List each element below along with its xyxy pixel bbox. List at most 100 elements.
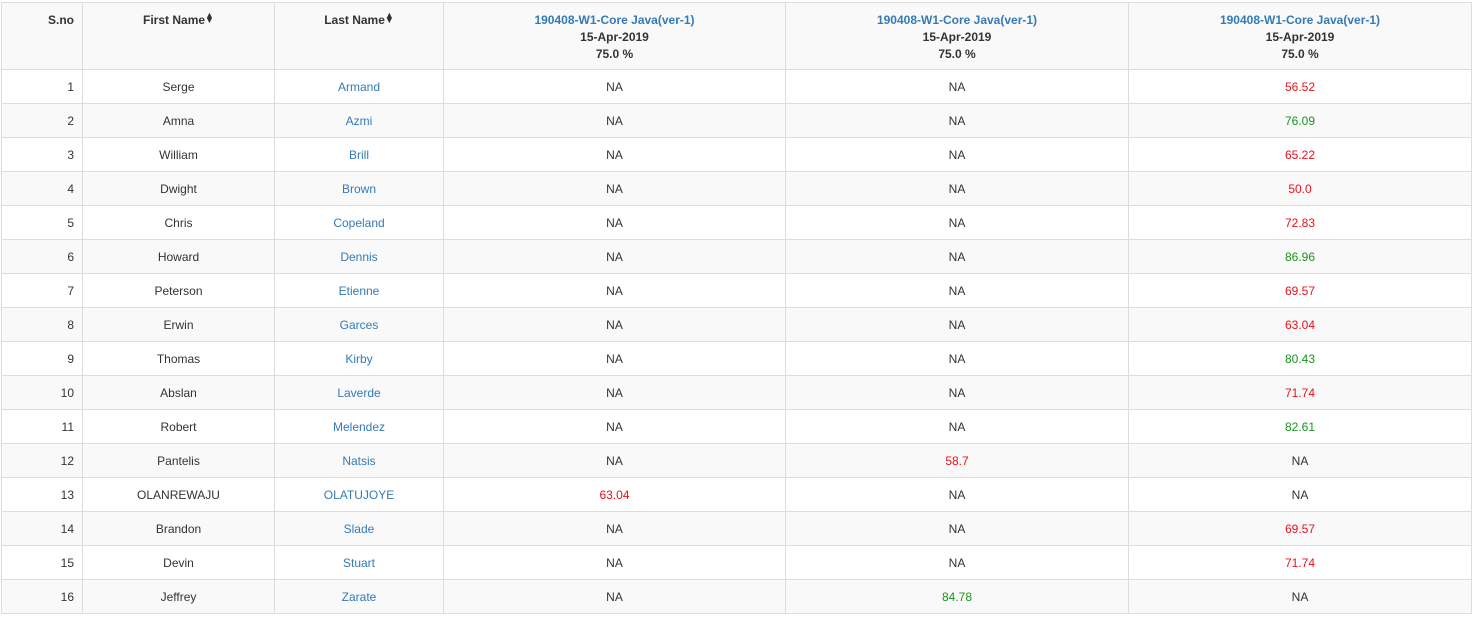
student-link[interactable]: Brill <box>349 147 369 162</box>
cell-sno: 6 <box>1 239 83 274</box>
student-link[interactable]: Armand <box>337 79 381 94</box>
cell-first-name: Erwin <box>82 307 275 342</box>
header-last-name[interactable]: Last Name ▲ ▼ <box>274 2 444 70</box>
student-link[interactable]: Laverde <box>337 385 381 400</box>
table-row: 10 Abslan Laverde NA NA 71.74 <box>1 375 1472 410</box>
cell-first-name: Jeffrey <box>82 579 275 614</box>
cell-score: 50.0 <box>1128 171 1472 206</box>
header-first-name-label[interactable]: First Name <box>143 13 206 27</box>
header-first-name[interactable]: First Name ▲ ▼ <box>82 2 275 70</box>
cell-score: 63.04 <box>443 477 786 512</box>
student-link[interactable]: Kirby <box>345 351 373 366</box>
student-link[interactable]: Etienne <box>338 283 380 298</box>
score-value: 69.57 <box>1284 283 1316 298</box>
sort-icon[interactable]: ▲ ▼ <box>384 10 394 25</box>
score-value: NA <box>948 283 966 298</box>
header-assessment-3: 190408-W1-Core Java(ver-1) 15-Apr-2019 7… <box>1128 2 1472 70</box>
score-value: NA <box>606 283 623 298</box>
cell-sno: 9 <box>1 341 83 376</box>
cell-score: NA <box>785 375 1129 410</box>
student-link[interactable]: Zarate <box>341 589 377 604</box>
assessment-pass-percent: 75.0 % <box>1281 47 1319 61</box>
cell-score: NA <box>785 103 1129 138</box>
cell-sno: 5 <box>1 205 83 240</box>
cell-score: NA <box>443 69 786 104</box>
cell-first-name: Pantelis <box>82 443 275 478</box>
score-value: 56.52 <box>1284 79 1316 94</box>
cell-last-name: Armand <box>274 69 444 104</box>
student-link[interactable]: OLATUJOYE <box>323 487 395 502</box>
score-value: NA <box>948 487 966 502</box>
table-row: 15 Devin Stuart NA NA 71.74 <box>1 545 1472 580</box>
cell-score: NA <box>785 545 1129 580</box>
score-value: 76.09 <box>1284 113 1316 128</box>
cell-first-name: William <box>82 137 275 172</box>
cell-score: NA <box>443 137 786 172</box>
cell-first-name: Dwight <box>82 171 275 206</box>
assessment-pass-percent: 75.0 % <box>595 47 634 61</box>
cell-score: NA <box>1128 579 1472 614</box>
score-value: NA <box>948 521 966 536</box>
cell-score: 84.78 <box>785 579 1129 614</box>
header-sno: S.no <box>1 2 83 70</box>
score-value: NA <box>948 147 966 162</box>
score-value: NA <box>1291 589 1309 604</box>
student-link[interactable]: Brown <box>341 181 376 196</box>
table-header: S.no First Name ▲ ▼ Last Name ▲ ▼ 190408-W1-… <box>1 2 1472 70</box>
cell-score: NA <box>1128 477 1472 512</box>
student-link[interactable]: Azmi <box>345 113 373 128</box>
cell-first-name: Robert <box>82 409 275 444</box>
score-value: NA <box>948 385 966 400</box>
assessment-link[interactable]: 190408-W1-Core Java(ver-1) <box>1219 13 1381 27</box>
cell-score: 71.74 <box>1128 545 1472 580</box>
score-value: NA <box>1291 453 1309 468</box>
cell-score: NA <box>443 171 786 206</box>
cell-score: 69.57 <box>1128 273 1472 308</box>
student-link[interactable]: Dennis <box>340 249 378 264</box>
cell-first-name: Peterson <box>82 273 275 308</box>
cell-score: NA <box>785 69 1129 104</box>
header-sno-label: S.no <box>48 13 74 27</box>
cell-score: 58.7 <box>785 443 1129 478</box>
cell-score: 71.74 <box>1128 375 1472 410</box>
student-link[interactable]: Copeland <box>333 215 385 230</box>
cell-last-name: OLATUJOYE <box>274 477 444 512</box>
header-last-name-label[interactable]: Last Name <box>324 13 385 27</box>
cell-last-name: Brill <box>274 137 444 172</box>
score-value: NA <box>948 181 966 196</box>
assessment-link[interactable]: 190408-W1-Core Java(ver-1) <box>876 13 1038 27</box>
table-row: 16 Jeffrey Zarate NA 84.78 NA <box>1 579 1472 614</box>
student-link[interactable]: Melendez <box>332 419 386 434</box>
score-value: NA <box>606 555 623 570</box>
assessment-link[interactable]: 190408-W1-Core Java(ver-1) <box>534 13 695 27</box>
score-value: NA <box>606 79 623 94</box>
cell-score: 80.43 <box>1128 341 1472 376</box>
cell-score: NA <box>443 307 786 342</box>
score-value: NA <box>606 453 623 468</box>
cell-sno: 1 <box>1 69 83 104</box>
cell-score: 72.83 <box>1128 205 1472 240</box>
cell-first-name: Brandon <box>82 511 275 546</box>
student-link[interactable]: Natsis <box>342 453 376 468</box>
score-value: NA <box>606 113 623 128</box>
cell-last-name: Dennis <box>274 239 444 274</box>
sort-icon[interactable]: ▲ ▼ <box>205 10 214 25</box>
cell-last-name: Melendez <box>274 409 444 444</box>
table-row: 11 Robert Melendez NA NA 82.61 <box>1 409 1472 444</box>
student-link[interactable]: Stuart <box>342 555 375 570</box>
table-body: 1 Serge Armand NA NA 56.52 2 Amna Azmi NA NA 76.09 3… <box>1 69 1472 614</box>
score-value: NA <box>606 181 623 196</box>
student-link[interactable]: Slade <box>343 521 375 536</box>
student-link[interactable]: Garces <box>339 317 379 332</box>
score-value: NA <box>606 419 623 434</box>
cell-score: NA <box>443 511 786 546</box>
score-value: NA <box>606 215 623 230</box>
cell-last-name: Brown <box>274 171 444 206</box>
cell-first-name: Abslan <box>82 375 275 410</box>
score-value: 82.61 <box>1284 419 1316 434</box>
score-value: NA <box>948 79 966 94</box>
score-value: 84.78 <box>941 589 973 604</box>
score-value: NA <box>948 555 966 570</box>
